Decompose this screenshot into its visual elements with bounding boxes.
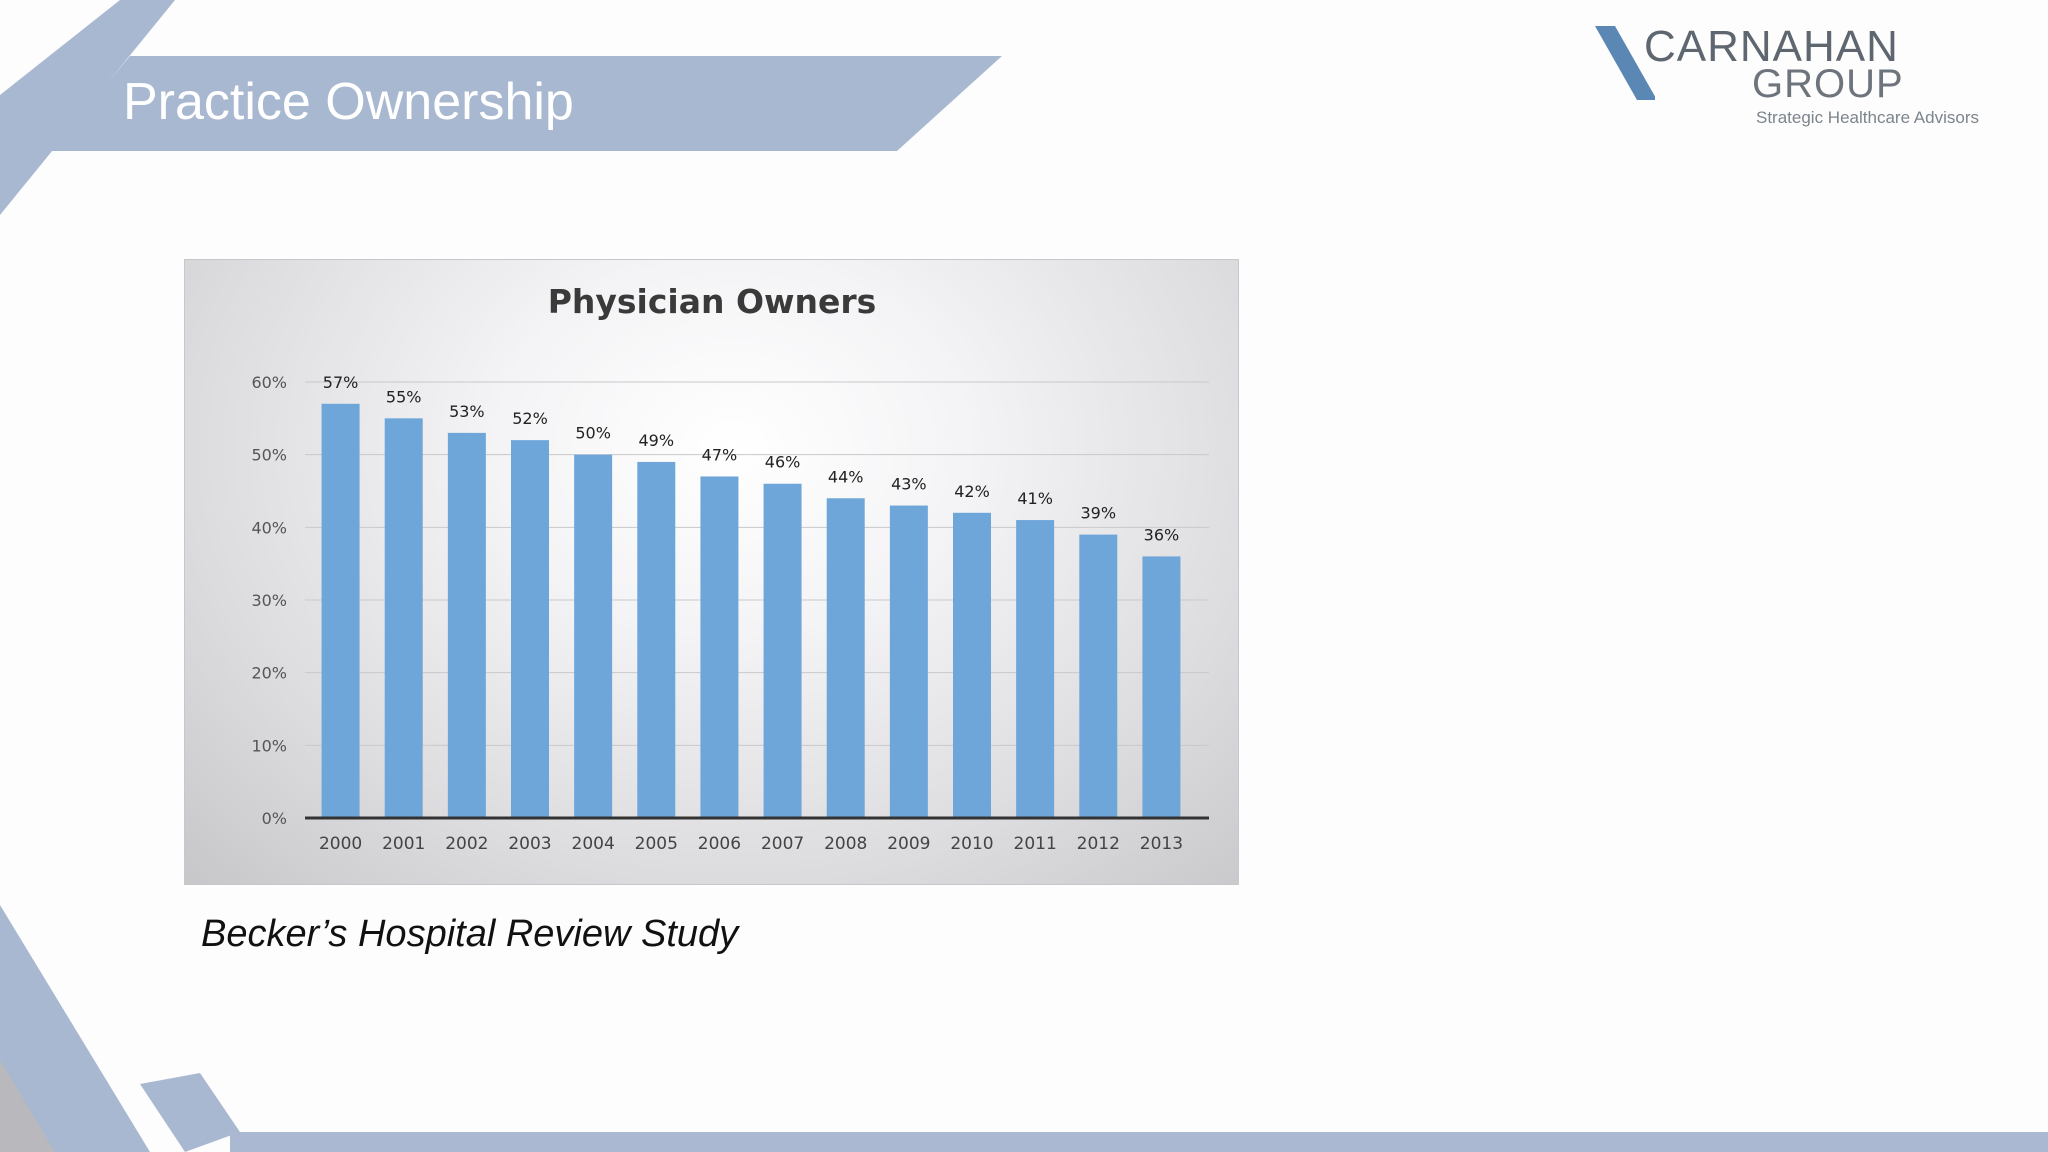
x-tick-label: 2002 [445, 834, 488, 854]
bar [511, 440, 549, 818]
bar [1016, 520, 1055, 818]
x-tick-label: 2003 [508, 834, 551, 854]
bottom-left-accent [140, 1073, 240, 1152]
logo-text-carnahan: CARNAHAN [1644, 22, 1899, 71]
chart-title: Physician Owners [548, 282, 877, 321]
data-label: 41% [1017, 489, 1053, 508]
data-label: 50% [575, 424, 611, 443]
chart-container: Physician Owners 0% 10% 20% 30% 40% 50% 60% 57% 2… [184, 259, 1239, 885]
y-tick-label: 0% [262, 809, 287, 828]
bar [700, 476, 739, 818]
x-tick-label: 2000 [319, 834, 362, 854]
source-citation: Becker’s Hospital Review Study [201, 913, 739, 955]
y-tick-label: 10% [251, 736, 287, 755]
bottom-left-shadow [0, 1060, 55, 1152]
bar [826, 498, 865, 818]
bar [1142, 556, 1181, 818]
data-label: 53% [449, 402, 485, 421]
y-tick-label: 30% [251, 591, 287, 610]
y-tick-label: 50% [251, 446, 287, 465]
bar [384, 418, 423, 818]
bar [637, 461, 676, 818]
x-tick-label: 2011 [1014, 834, 1057, 854]
data-label: 47% [702, 445, 738, 464]
y-tick-label: 60% [251, 373, 287, 392]
physician-owners-chart: Physician Owners 0% 10% 20% 30% 40% 50% 60% 57% 2… [251, 282, 1209, 854]
data-label: 57% [323, 373, 359, 392]
x-tick-label: 2013 [1140, 834, 1183, 854]
data-label: 49% [639, 431, 675, 450]
data-label: 55% [386, 387, 422, 406]
bar [889, 505, 928, 818]
bar [763, 483, 802, 818]
x-tick-label: 2010 [950, 834, 993, 854]
x-tick-label: 2006 [698, 834, 741, 854]
data-label: 42% [954, 482, 990, 501]
data-label: 36% [1144, 525, 1180, 544]
bar [447, 432, 486, 818]
x-tick-label: 2008 [824, 834, 867, 854]
bottom-left-stripe [0, 905, 150, 1152]
x-tick-label: 2009 [887, 834, 930, 854]
y-tick-label: 40% [251, 518, 287, 537]
x-tick-label: 2012 [1077, 834, 1120, 854]
company-logo: CARNAHAN GROUP Strategic Healthcare Advi… [1595, 22, 2015, 132]
data-label: 43% [891, 475, 927, 494]
logo-mark-icon [1595, 26, 1655, 100]
x-tick-label: 2007 [761, 834, 804, 854]
footer-bar [230, 1132, 2048, 1152]
data-label: 39% [1081, 504, 1117, 523]
bar [321, 403, 360, 818]
y-tick-label: 20% [251, 664, 287, 683]
x-tick-label: 2005 [635, 834, 678, 854]
data-label: 52% [512, 409, 548, 428]
data-label: 44% [828, 467, 864, 486]
x-tick-label: 2001 [382, 834, 425, 854]
bar [574, 454, 613, 818]
bar [953, 512, 991, 818]
logo-tagline: Strategic Healthcare Advisors [1756, 108, 1979, 127]
data-label: 46% [765, 453, 801, 472]
logo-text-group: GROUP [1752, 62, 1904, 106]
bar [1079, 534, 1118, 818]
slide-title: Practice Ownership [123, 73, 574, 131]
x-tick-label: 2004 [572, 834, 615, 854]
title-banner [50, 56, 1002, 151]
